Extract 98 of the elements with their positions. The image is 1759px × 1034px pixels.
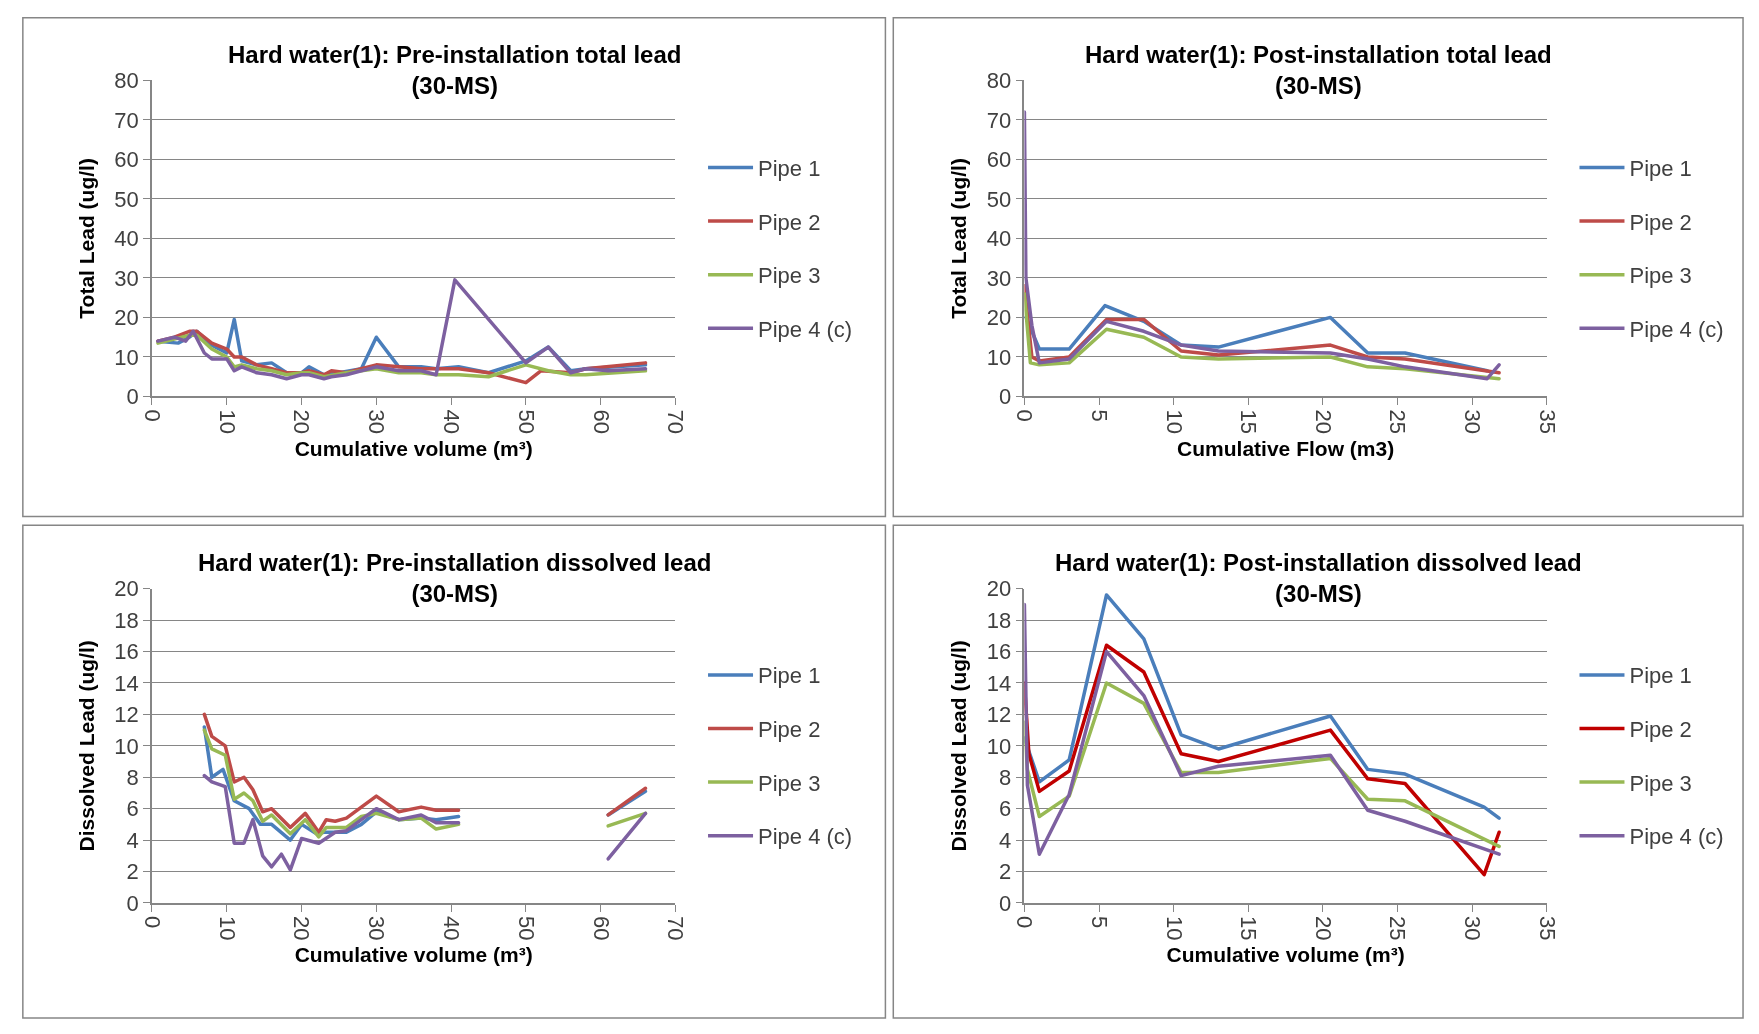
x-tick-label: 5 [1086,409,1112,422]
legend-label: Pipe 3 [758,263,821,289]
x-axis-title: Cumulative volume (m³) [294,943,533,967]
y-tick-label: 10 [986,344,1012,370]
legend-label: Pipe 3 [1629,263,1692,289]
chart-title: Hard water(1): Post-installation total lead (30-MS) [1085,41,1552,100]
x-tick-label: 0 [139,409,165,422]
y-tick-label: 16 [986,639,1012,665]
y-tick-label: 14 [986,670,1012,696]
y-tick-label: 60 [114,147,139,173]
y-tick-label: 70 [114,107,139,133]
y-tick-label: 6 [999,796,1012,822]
x-tick-label: 15 [1236,916,1262,941]
y-tick-label: 50 [114,186,139,212]
legend-label: Pipe 3 [758,770,821,796]
y-tick-label: 8 [126,764,139,790]
x-tick-label: 60 [588,409,614,435]
x-tick-label: 10 [1161,409,1187,435]
y-axis-title: Dissolved Lead (ug/l) [947,640,971,852]
x-tick-label: 0 [1012,409,1038,422]
x-tick-label: 0 [1012,916,1038,929]
x-tick-label: 40 [438,409,464,435]
x-axis-title: Cumulative Flow (m3) [1177,436,1395,460]
y-tick-label: 12 [986,702,1012,728]
y-tick-label: 10 [986,733,1012,759]
y-tick-label: 4 [126,827,139,853]
y-tick-label: 2 [999,859,1012,885]
y-tick-label: 40 [114,226,139,252]
x-axis-title: Cumulative volume (m³) [294,436,533,460]
line-series [1024,110,1501,381]
y-tick-label: 60 [986,147,1012,173]
chart-title: Hard water(1): Post-installation dissolved lead (30-MS) [1055,549,1582,608]
x-tick-label: 0 [139,916,165,929]
x-tick-label: 70 [663,916,689,941]
legend-label: Pipe 1 [1629,156,1692,182]
y-tick-label: 20 [986,305,1012,331]
x-tick-label: 20 [1310,916,1336,941]
line-series [156,278,648,381]
chart-title: Hard water(1): Pre-installation dissolved lead (30-MS) [198,549,712,608]
x-tick-label: 25 [1385,916,1411,941]
x-tick-label: 20 [289,916,315,941]
x-tick-label: 20 [289,409,315,435]
y-tick-label: 10 [114,344,139,370]
legend-label: Pipe 1 [758,663,821,689]
y-tick-label: 50 [986,186,1012,212]
x-tick-label: 35 [1534,916,1560,941]
y-tick-label: 8 [999,764,1012,790]
y-tick-label: 20 [986,576,1012,602]
legend-label: Pipe 2 [1629,717,1692,743]
y-tick-label: 30 [114,265,139,291]
y-axis-title: Total Lead (ug/l) [947,158,971,319]
legend-label: Pipe 4 (c) [758,316,853,342]
x-tick-label: 50 [513,409,539,435]
y-tick-label: 2 [126,859,139,885]
legend-label: Pipe 2 [758,209,821,235]
chart-title: Hard water(1): Pre-installation total lead (30-MS) [228,41,682,100]
y-tick-label: 20 [114,576,139,602]
legend-label: Pipe 2 [758,717,821,743]
y-axis-title: Total Lead (ug/l) [75,158,98,319]
legend-label: Pipe 3 [1629,770,1692,796]
y-tick-label: 80 [986,68,1012,94]
x-tick-label: 30 [1460,916,1486,941]
y-tick-label: 6 [126,796,139,822]
x-tick-label: 10 [214,409,240,435]
y-tick-label: 4 [999,827,1012,853]
y-tick-label: 30 [986,265,1012,291]
x-tick-label: 35 [1534,409,1560,435]
y-tick-label: 14 [114,670,139,696]
y-tick-label: 18 [986,607,1012,633]
legend-label: Pipe 4 (c) [758,824,853,850]
x-tick-label: 30 [1460,409,1486,435]
y-tick-label: 12 [114,702,139,728]
x-tick-label: 30 [364,916,390,941]
x-tick-label: 40 [438,916,464,941]
x-tick-label: 10 [1161,916,1187,941]
x-tick-label: 70 [663,409,689,435]
y-tick-label: 20 [114,305,139,331]
x-tick-label: 60 [588,916,614,941]
x-axis-title: Cumulative volume (m³) [1166,943,1405,967]
y-tick-label: 18 [114,607,139,633]
y-tick-label: 16 [114,639,139,665]
legend-label: Pipe 1 [1629,663,1692,689]
y-tick-label: 10 [114,733,139,759]
x-tick-label: 10 [214,916,240,941]
y-tick-label: 70 [986,107,1012,133]
legend-label: Pipe 4 (c) [1629,824,1724,850]
y-tick-label: 80 [114,68,139,94]
x-tick-label: 50 [513,916,539,941]
x-tick-label: 15 [1236,409,1262,435]
x-tick-label: 30 [364,409,390,435]
x-tick-label: 5 [1086,916,1112,929]
y-axis-title: Dissolved Lead (ug/l) [75,640,98,852]
legend-label: Pipe 1 [758,156,821,182]
x-tick-label: 20 [1310,409,1336,435]
legend-label: Pipe 4 (c) [1629,316,1724,342]
x-tick-label: 25 [1385,409,1411,435]
y-tick-label: 40 [986,226,1012,252]
legend-label: Pipe 2 [1629,209,1692,235]
